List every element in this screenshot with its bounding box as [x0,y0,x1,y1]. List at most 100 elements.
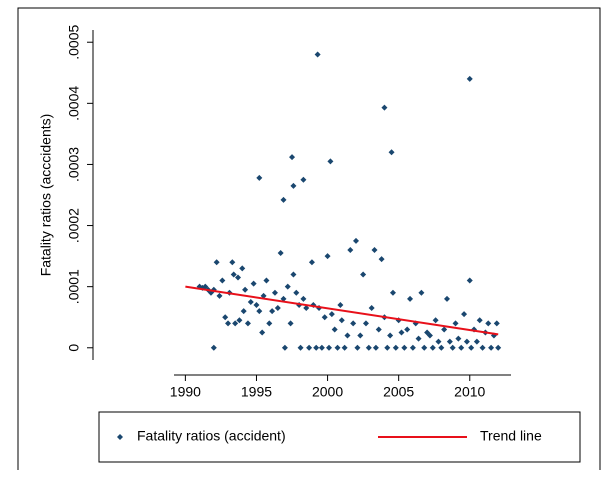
y-tick-label: .0005 [66,24,82,59]
data-point [344,332,351,339]
data-point [485,320,492,327]
data-point [365,344,372,351]
data-point [404,326,411,333]
data-point [387,332,394,339]
frame [17,7,601,470]
x-tick-label: 2005 [383,384,414,400]
data-point [313,344,320,351]
data-point [240,308,247,315]
y-tick-label: .0002 [66,208,82,243]
data-point [318,344,325,351]
y-tick-label: .0003 [66,147,82,182]
data-point [244,320,251,327]
data-point [455,335,462,342]
data-point [371,247,378,253]
data-point [331,326,338,333]
data-point [334,344,341,351]
data-point [488,344,495,351]
data-point [293,289,300,296]
x-tick-label: 2010 [454,384,485,400]
data-point [219,277,226,284]
data-point [256,308,263,315]
data-point [392,344,399,351]
data-point [368,305,375,312]
trend-line [185,285,499,336]
data-point [449,344,456,351]
data-point [360,271,367,278]
data-point [236,317,243,324]
data-point [290,182,297,189]
data-point [239,265,246,272]
data-point [438,344,445,351]
data-point [429,344,436,351]
data-point [337,302,344,308]
data-point [458,344,465,351]
y-tick-label: .0004 [66,86,82,121]
data-point [222,314,229,321]
data-point [354,344,361,351]
data-point [277,250,284,257]
data-point [372,344,379,351]
data-point [479,344,486,351]
data-point [290,271,297,278]
data-point [308,259,315,266]
data-point [300,295,307,302]
data-point [284,283,291,290]
data-point [441,326,448,333]
data-point [216,292,223,299]
x-tick-label: 1990 [170,384,201,400]
data-point [409,344,416,351]
data-point [271,289,278,296]
x-tick-label: 1995 [241,384,272,400]
data-point [303,305,310,312]
data-point [242,286,249,293]
y-tick-label: 0 [66,344,82,352]
data-point [297,344,304,351]
data-point [461,311,468,318]
data-point [495,344,502,351]
legend-label: Trend line [480,428,542,444]
data-point [213,259,220,266]
data-point [384,344,391,351]
data-point [281,344,288,351]
data-point [350,320,357,327]
data-point [324,253,331,260]
data-point [300,176,307,183]
data-point [259,329,266,336]
data-point [466,277,473,284]
data-point [341,344,348,351]
legend-box [98,411,581,463]
data-point [263,277,270,284]
data-point [466,75,473,82]
data-point [256,174,263,181]
data-point [452,320,459,327]
data-point [446,338,453,345]
data-point [287,320,294,327]
data-point [421,344,428,351]
data-point [398,329,405,336]
data-point [210,344,217,351]
legend-label: Fatality ratios (accident) [137,428,286,444]
data-point [230,271,237,278]
data-point [418,289,425,296]
data-point [463,338,470,345]
data-point [426,332,433,339]
data-point [306,344,313,351]
data-point [388,149,395,156]
data-point [280,196,287,203]
data-point [444,295,451,302]
data-point [401,344,408,351]
data-point [415,335,422,342]
data-point [247,298,254,305]
data-point [253,302,260,308]
data-point [234,274,241,281]
data-point [327,158,334,165]
data-point [274,305,281,312]
data-point [338,317,345,324]
data-point [347,247,354,253]
data-point [289,154,296,161]
data-point [493,320,500,327]
data-point [476,317,483,324]
data-point [407,295,414,302]
data-point [378,256,385,263]
